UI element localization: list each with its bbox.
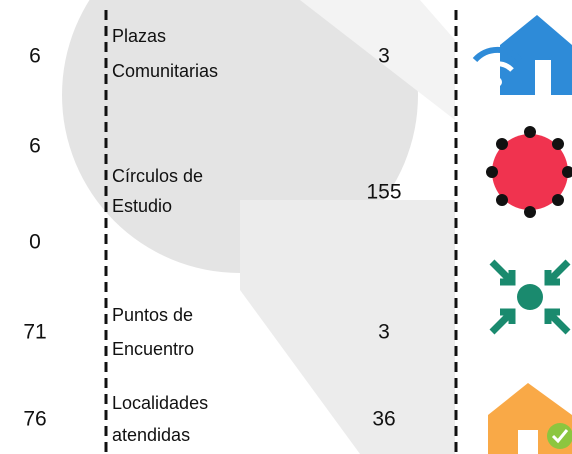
item-label: Comunitarias: [112, 61, 218, 81]
item-label: atendidas: [112, 425, 190, 445]
item-value: 3: [378, 321, 390, 344]
item-label: Localidades: [112, 393, 208, 413]
icon-circle-dots: [486, 126, 572, 218]
item-label: Plazas: [112, 26, 166, 46]
item-label: Círculos de: [112, 166, 203, 186]
item-value: 36: [372, 408, 395, 431]
left-value: 0: [29, 231, 41, 254]
left-value: 6: [29, 135, 41, 158]
left-value: 76: [23, 408, 46, 431]
item-label: Estudio: [112, 196, 172, 216]
icon-house-wifi: [472, 15, 572, 95]
item-value: 3: [378, 45, 390, 68]
left-value: 6: [29, 45, 41, 68]
icon-house-check: [488, 383, 572, 454]
icon-meeting-point: [489, 259, 571, 335]
item-value: 155: [366, 181, 401, 204]
item-label: Puntos de: [112, 305, 193, 325]
bg-shape: [300, 0, 455, 120]
background: [62, 0, 455, 454]
item-label: Encuentro: [112, 339, 194, 359]
left-value: 71: [23, 321, 46, 344]
bg-shape: [240, 200, 455, 454]
